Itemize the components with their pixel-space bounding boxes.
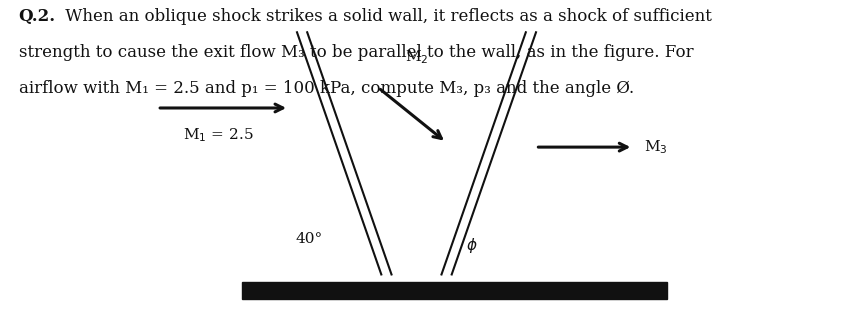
Text: When an oblique shock strikes a solid wall, it reflects as a shock of sufficient: When an oblique shock strikes a solid wa… xyxy=(60,8,711,25)
Text: M$_3$: M$_3$ xyxy=(644,138,668,156)
Text: M$_1$ = 2.5: M$_1$ = 2.5 xyxy=(183,127,253,145)
Text: Q.2.: Q.2. xyxy=(19,8,56,25)
Text: 40°: 40° xyxy=(296,233,323,246)
Text: M$_2$: M$_2$ xyxy=(405,48,428,66)
Text: airflow with M₁ = 2.5 and p₁ = 100 kPa, compute M₃, p₃ and the angle Ø.: airflow with M₁ = 2.5 and p₁ = 100 kPa, … xyxy=(19,80,634,97)
Text: strength to cause the exit flow M₃ to be parallel to the wall, as in the figure.: strength to cause the exit flow M₃ to be… xyxy=(19,44,694,61)
Bar xyxy=(242,282,667,299)
Text: $\phi$: $\phi$ xyxy=(466,236,478,255)
